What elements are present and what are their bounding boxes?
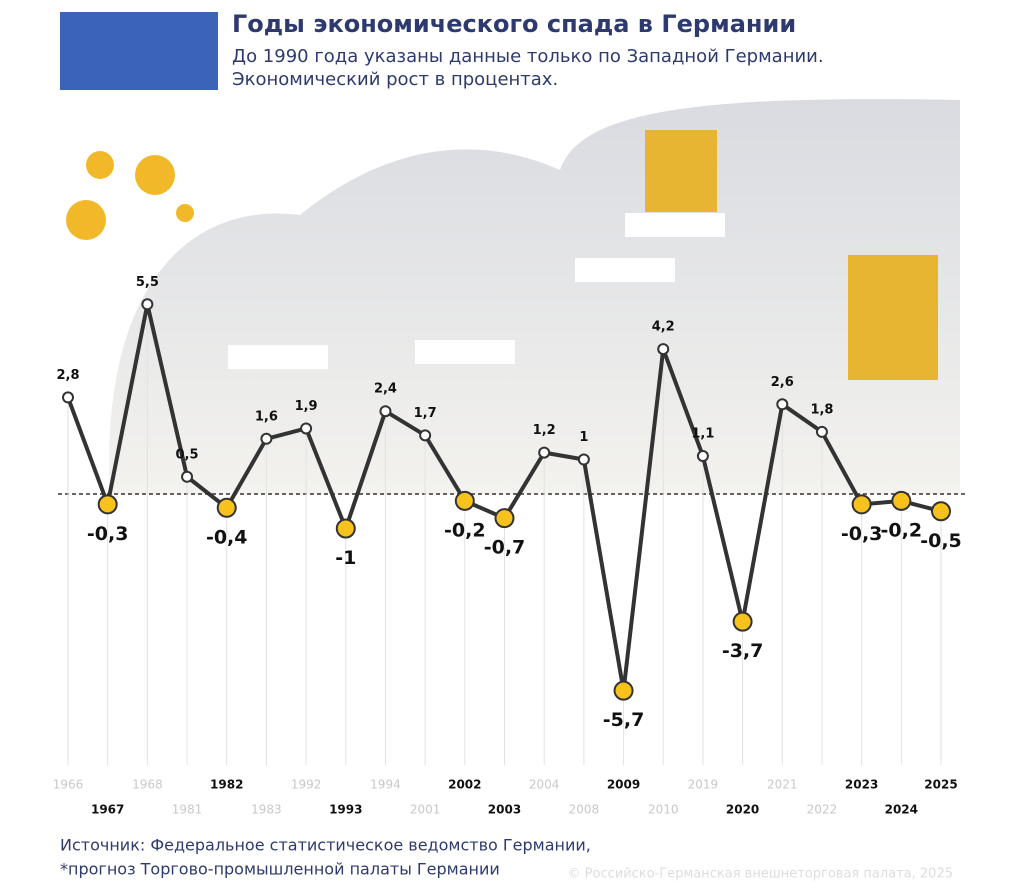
x-tick-label: 2001 xyxy=(410,803,441,817)
value-label: 5,5 xyxy=(136,275,159,290)
value-label: -5,7 xyxy=(603,709,645,731)
value-label: 1,7 xyxy=(414,406,437,421)
value-label: 1,2 xyxy=(533,423,556,438)
x-tick-label: 2023 xyxy=(845,778,878,792)
x-tick-label: 1981 xyxy=(172,803,203,817)
x-tick-label: 2004 xyxy=(529,778,560,792)
x-tick-label: 2003 xyxy=(488,803,521,817)
x-tick-label: 2002 xyxy=(448,778,481,792)
point xyxy=(657,343,670,356)
x-tick-label: 2009 xyxy=(607,778,640,792)
value-label: -0,5 xyxy=(920,530,962,552)
point xyxy=(732,611,753,632)
value-label: 1,9 xyxy=(295,399,318,414)
value-label: -0,2 xyxy=(881,519,923,541)
point xyxy=(494,508,515,529)
value-label: -0,3 xyxy=(87,523,129,545)
value-label: 2,6 xyxy=(771,375,794,390)
point xyxy=(613,680,634,701)
x-tick-label: 2019 xyxy=(688,778,719,792)
x-tick-label: 2024 xyxy=(885,803,918,817)
x-tick-label: 1994 xyxy=(370,778,401,792)
point xyxy=(379,405,392,418)
value-label: 1,6 xyxy=(255,409,278,424)
x-tick-label: 1983 xyxy=(251,803,282,817)
value-label: -3,7 xyxy=(722,640,764,662)
subtitle: До 1990 года указаны данные только по За… xyxy=(232,46,824,67)
value-label: -0,2 xyxy=(444,519,486,541)
value-label: -0,3 xyxy=(841,523,883,545)
x-tick-label: 2020 xyxy=(726,803,759,817)
value-label: -0,4 xyxy=(206,526,248,548)
point xyxy=(891,490,912,511)
copyright: © Российско-Германская внешнеторговая па… xyxy=(568,867,953,882)
x-tick-label: 1967 xyxy=(91,803,124,817)
x-tick-label: 1968 xyxy=(132,778,163,792)
plot: 2,8 1966 -0,3 1967 5,5 1968 0,5 1981 -0,4 1982 1,6… xyxy=(53,275,962,817)
value-label: 1,1 xyxy=(691,427,714,442)
x-tick-label: 2010 xyxy=(648,803,679,817)
point xyxy=(141,298,154,311)
point xyxy=(851,494,872,515)
x-tick-label: 1982 xyxy=(210,778,243,792)
point xyxy=(335,518,356,539)
source: Источник: Федеральное статистическое вед… xyxy=(60,836,591,855)
decoration xyxy=(60,12,960,494)
point xyxy=(454,490,475,511)
source: *прогноз Торгово-промышленной палаты Гер… xyxy=(60,860,500,879)
point xyxy=(97,494,118,515)
x-tick-label: 2021 xyxy=(767,778,798,792)
value-label: 1 xyxy=(579,430,588,445)
point xyxy=(696,450,709,463)
value-label: 0,5 xyxy=(176,447,199,462)
point xyxy=(181,470,194,483)
point xyxy=(815,425,828,438)
subtitle: Экономический рост в процентах. xyxy=(232,69,558,90)
x-tick-label: 1993 xyxy=(329,803,362,817)
point xyxy=(62,391,74,404)
x-tick-label: 2008 xyxy=(569,803,600,817)
value-label: -0,7 xyxy=(484,537,526,559)
value-label: 4,2 xyxy=(652,320,675,335)
value-label: -1 xyxy=(335,547,356,569)
point xyxy=(538,446,551,459)
point xyxy=(300,422,313,435)
value-label: 1,8 xyxy=(810,402,833,417)
x-tick-label: 1966 xyxy=(53,778,84,792)
title: Годы экономического спада в Германии xyxy=(232,10,796,38)
point xyxy=(419,429,432,442)
x-tick-label: 2025 xyxy=(924,778,957,792)
value-label: 2,4 xyxy=(374,382,397,397)
point xyxy=(931,501,951,522)
point xyxy=(776,398,789,411)
x-tick-label: 1992 xyxy=(291,778,322,792)
point xyxy=(260,432,273,445)
point xyxy=(216,497,237,518)
x-tick-label: 2022 xyxy=(807,803,838,817)
point xyxy=(577,453,590,466)
value-label: 2,8 xyxy=(56,368,79,383)
